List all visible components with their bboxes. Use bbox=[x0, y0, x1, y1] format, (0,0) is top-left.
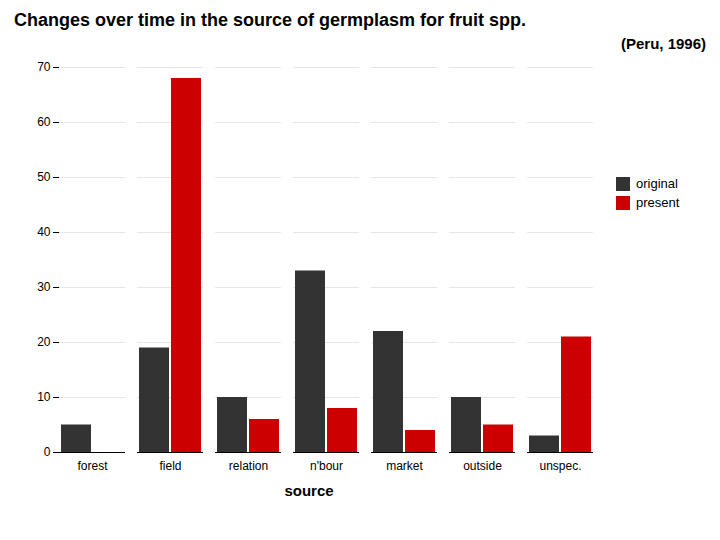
html-text:source: source bbox=[284, 482, 334, 499]
svg-text:0: 0 bbox=[44, 445, 51, 459]
html-text:original: original bbox=[636, 176, 678, 191]
svg-text:70: 70 bbox=[37, 60, 51, 74]
html-text:Changes over time in the sourc: Changes over time in the source of germp… bbox=[14, 10, 527, 30]
svg-text:relation: relation bbox=[229, 459, 268, 473]
svg-text:40: 40 bbox=[37, 225, 51, 239]
svg-text:30: 30 bbox=[37, 280, 51, 294]
svg-text:field: field bbox=[159, 459, 181, 473]
svg-text:60: 60 bbox=[37, 115, 51, 129]
svg-text:50: 50 bbox=[37, 170, 51, 184]
svg-text:market: market bbox=[386, 459, 423, 473]
svg-text:outside: outside bbox=[463, 459, 502, 473]
svg-text:10: 10 bbox=[37, 390, 51, 404]
svg-text:n'bour: n'bour bbox=[310, 459, 343, 473]
html-text:(Peru, 1996): (Peru, 1996) bbox=[621, 35, 706, 52]
html-text:present: present bbox=[636, 195, 680, 210]
svg-text:forest: forest bbox=[77, 459, 108, 473]
svg-text:unspec.: unspec. bbox=[539, 459, 581, 473]
svg-text:20: 20 bbox=[37, 335, 51, 349]
